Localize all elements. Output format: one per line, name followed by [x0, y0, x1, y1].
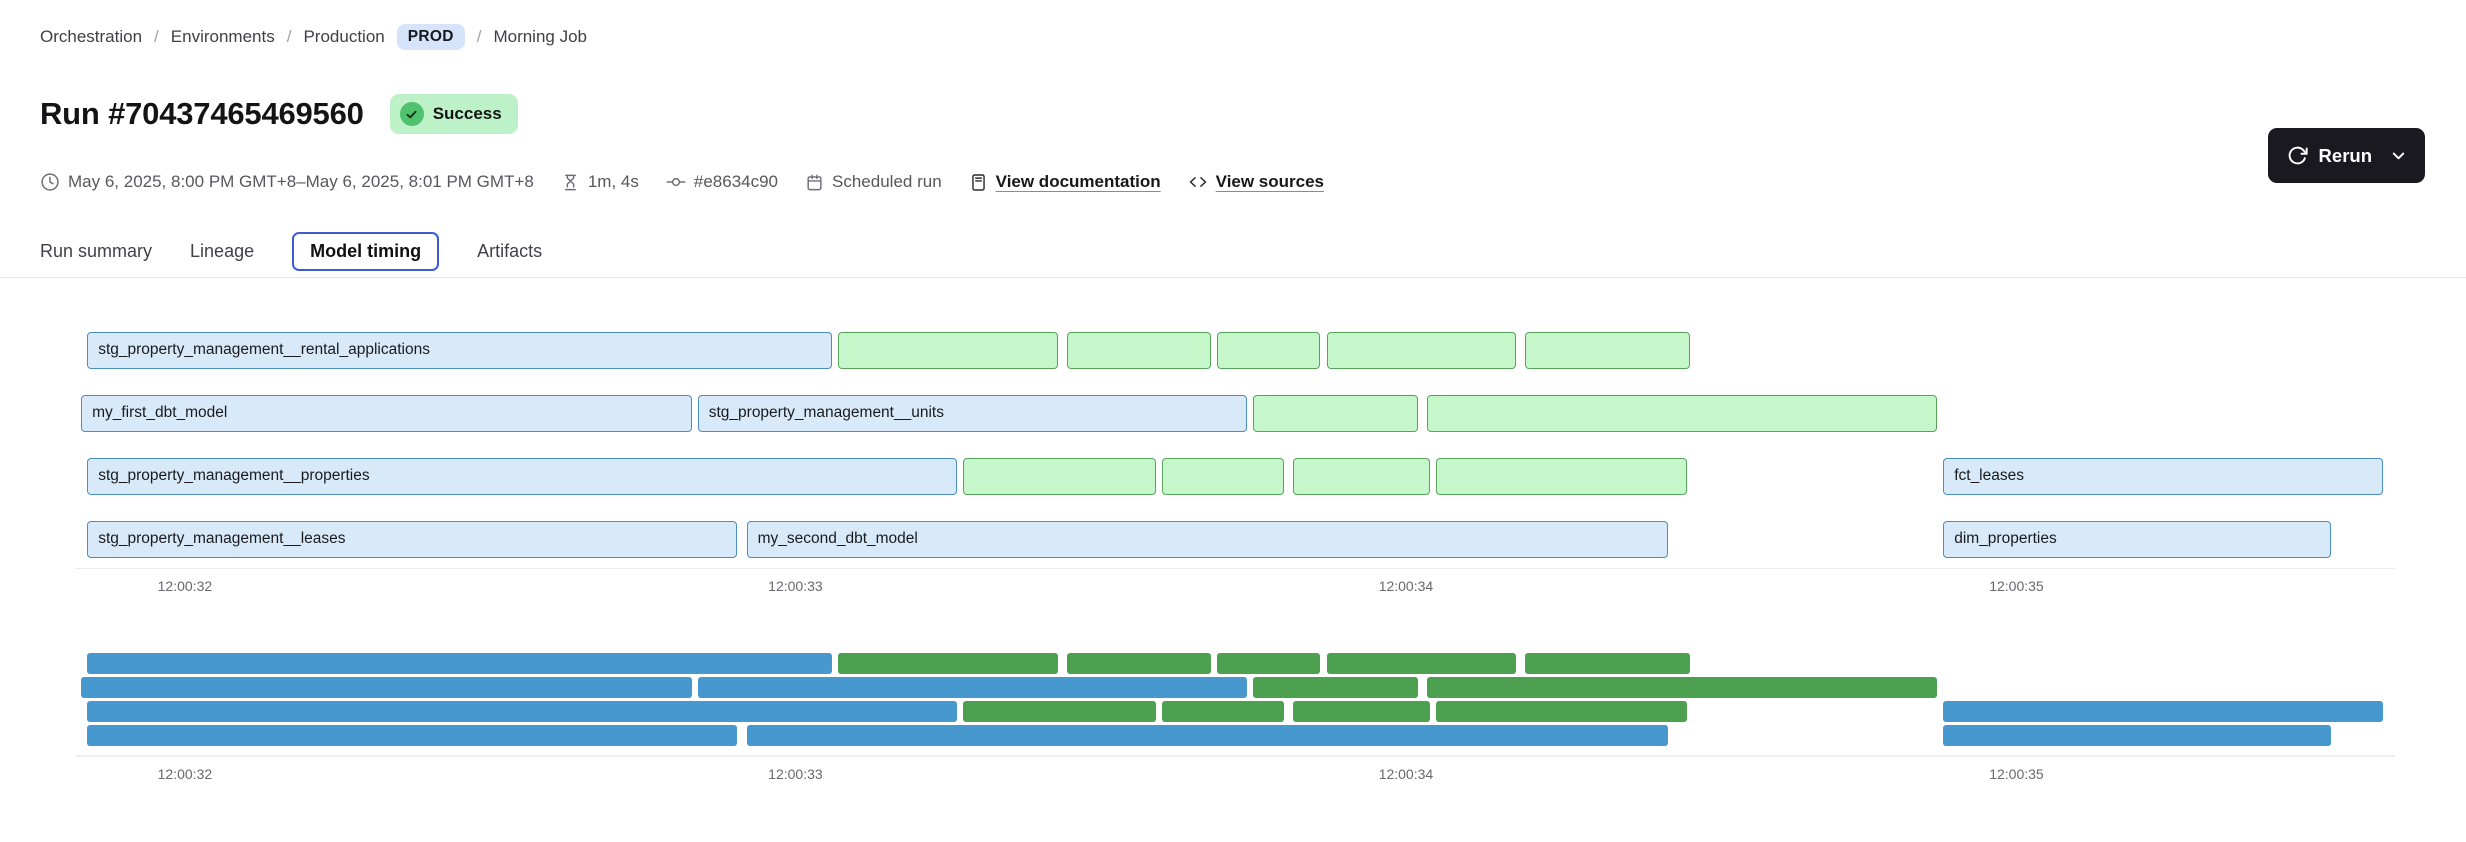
dim_properties-bar: [1943, 725, 2331, 746]
breadcrumb: Orchestration / Environments / Productio…: [40, 24, 587, 50]
timeline-minimap[interactable]: [75, 653, 2395, 749]
run-duration: 1m, 4s: [561, 172, 639, 192]
timing-bar[interactable]: [963, 458, 1156, 495]
tab-artifacts[interactable]: Artifacts: [477, 240, 543, 261]
git-commit-icon: [666, 172, 686, 192]
timing-bar[interactable]: [838, 332, 1058, 369]
rerun-label: Rerun: [2318, 144, 2372, 166]
run-time-range: May 6, 2025, 8:00 PM GMT+8–May 6, 2025, …: [40, 172, 534, 192]
breadcrumb-production[interactable]: Production: [303, 27, 385, 46]
gantt-time-axis: 12:00:32 12:00:33 12:00:34 12:00:35: [75, 568, 2395, 602]
my_second_dbt_model-bar: [746, 725, 1669, 746]
minimap-row: [75, 701, 2395, 722]
timing-bar: [1326, 653, 1516, 674]
breadcrumb-separator: /: [476, 27, 482, 46]
stg_property_management__rental_applications-bar: [87, 653, 833, 674]
run-tabs: Run summary Lineage Model timing Artifac…: [40, 225, 2466, 277]
time-tick-label: 12:00:33: [768, 578, 823, 594]
chevron-down-icon[interactable]: [2389, 146, 2408, 165]
minimap-row: [75, 725, 2395, 746]
stg_property_management__properties-bar[interactable]: stg_property_management__properties: [87, 458, 958, 495]
prod-environment-badge: PROD: [396, 24, 465, 50]
breadcrumb-separator: /: [286, 27, 292, 46]
time-tick-label: 12:00:32: [157, 578, 213, 594]
breadcrumb-separator: /: [154, 27, 159, 46]
timing-bar: [1293, 701, 1431, 722]
minimap-row: [75, 653, 2395, 674]
model-timing-gantt: stg_property_management__rental_applicat…: [75, 332, 2395, 584]
fct_leases-bar[interactable]: fct_leases: [1943, 458, 2383, 495]
timing-bar: [838, 653, 1058, 674]
dim_properties-bar[interactable]: dim_properties: [1943, 521, 2331, 558]
timing-bar[interactable]: [1067, 332, 1211, 369]
gantt-row: stg_property_management__rental_applicat…: [75, 332, 2395, 369]
status-badge: Success: [389, 94, 518, 134]
tab-lineage[interactable]: Lineage: [190, 240, 255, 261]
stg_property_management__leases-bar[interactable]: stg_property_management__leases: [87, 521, 738, 558]
timing-bar: [1436, 701, 1687, 722]
commit-sha: #e8634c90: [666, 172, 778, 192]
clock-icon: [40, 172, 60, 192]
tab-model-timing[interactable]: Model timing: [292, 231, 440, 271]
calendar-icon: [805, 173, 824, 192]
breadcrumb-environments[interactable]: Environments: [170, 27, 275, 46]
view-documentation-link[interactable]: View documentation: [969, 172, 1161, 192]
timing-bar: [963, 701, 1156, 722]
status-label: Success: [432, 104, 502, 123]
timing-bar: [1525, 653, 1690, 674]
minimap-time-axis: 12:00:32 12:00:33 12:00:34 12:00:35: [75, 755, 2395, 789]
timing-bar: [1067, 653, 1211, 674]
timing-bar: [1161, 701, 1284, 722]
breadcrumb-morning-job[interactable]: Morning Job: [493, 27, 588, 46]
page-title: Run #70437465469560: [40, 96, 364, 131]
my_first_dbt_model-bar: [81, 677, 692, 698]
view-sources-link[interactable]: View sources: [1188, 172, 1324, 192]
stg_property_management__properties-bar: [87, 701, 958, 722]
timing-bar: [1216, 653, 1321, 674]
run-trigger: Scheduled run: [805, 172, 942, 192]
stg_property_management__units-bar[interactable]: stg_property_management__units: [697, 395, 1248, 432]
time-tick-label: 12:00:35: [1989, 578, 2044, 594]
time-tick-label: 12:00:34: [1378, 578, 1434, 594]
timing-bar[interactable]: [1427, 395, 1938, 432]
timing-bar[interactable]: [1253, 395, 1419, 432]
gantt-row: stg_property_management__leases my_second…: [75, 521, 2395, 558]
title-row: Run #70437465469560 Success: [40, 94, 518, 134]
fct_leases-bar: [1943, 701, 2383, 722]
minimap-row: [75, 677, 2395, 698]
stg_property_management__units-bar: [697, 677, 1248, 698]
stg_property_management__rental_applications-bar[interactable]: stg_property_management__rental_applicat…: [87, 332, 833, 369]
code-icon: [1188, 172, 1208, 192]
stg_property_management__leases-bar: [87, 725, 738, 746]
gantt-row: stg_property_management__properties fct_l…: [75, 458, 2395, 495]
my_second_dbt_model-bar[interactable]: my_second_dbt_model: [746, 521, 1669, 558]
breadcrumb-orchestration[interactable]: Orchestration: [40, 27, 143, 46]
tab-run-summary[interactable]: Run summary: [40, 240, 153, 261]
run-meta-row: May 6, 2025, 8:00 PM GMT+8–May 6, 2025, …: [40, 172, 1324, 192]
time-tick-label: 12:00:35: [1989, 766, 2044, 782]
success-check-icon: [399, 102, 424, 126]
timing-bar: [1427, 677, 1938, 698]
gantt-row: my_first_dbt_model stg_property_managemen…: [75, 395, 2395, 432]
timing-bar[interactable]: [1161, 458, 1284, 495]
timing-bar[interactable]: [1436, 458, 1687, 495]
documentation-icon: [969, 173, 988, 192]
timing-bar[interactable]: [1216, 332, 1321, 369]
timing-bar[interactable]: [1525, 332, 1690, 369]
refresh-icon: [2287, 145, 2308, 166]
time-tick-label: 12:00:34: [1378, 766, 1434, 782]
rerun-button[interactable]: Rerun: [2267, 128, 2425, 183]
timing-bar[interactable]: [1326, 332, 1516, 369]
tabs-divider: [0, 277, 2466, 278]
my_first_dbt_model-bar[interactable]: my_first_dbt_model: [81, 395, 692, 432]
timing-bar: [1253, 677, 1419, 698]
time-tick-label: 12:00:33: [768, 766, 823, 782]
time-tick-label: 12:00:32: [157, 766, 213, 782]
hourglass-icon: [561, 173, 580, 192]
timing-bar[interactable]: [1293, 458, 1431, 495]
